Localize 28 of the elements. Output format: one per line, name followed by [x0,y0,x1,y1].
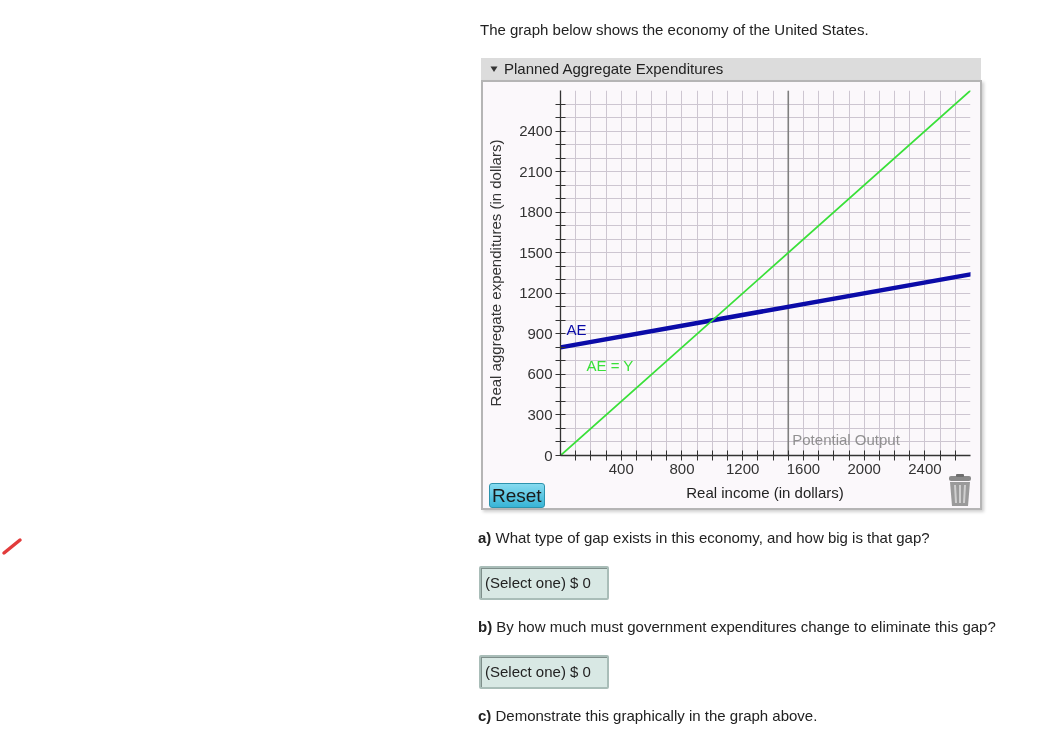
y-axis-title: Real aggregate expenditures (in dollars) [487,139,505,407]
y-tick-label: 1500 [519,243,553,261]
text: c) Demonstrate this graphically in the graph above. [478,706,818,726]
x-tick-label: 1600 [786,459,821,477]
y-tick-label: 300 [527,405,553,423]
text: (Select one) $ 0 [479,655,609,689]
ref-line-label: Potential Output [792,430,901,448]
series-label: AE [566,321,587,339]
text: b) By how much must government expenditures change to eliminate this gap? [478,617,996,637]
y-tick-label: 2400 [519,122,553,140]
y-tick-label: 0 [544,446,553,464]
x-tick-label: 2400 [908,459,942,477]
text: (Select one) $ 0 [479,566,609,600]
text: The graph below shows the economy of the United States. [479,20,869,40]
x-tick-label: 800 [669,459,695,477]
y-tick-label: 600 [527,365,553,383]
y-tick-label: 2100 [519,162,553,180]
text: Reset [489,483,545,508]
text: a) What type of gap exists in this economy, and how big is that gap? [478,528,930,548]
x-axis-title: Real income (in dollars) [685,483,845,501]
y-tick-label: 900 [527,324,553,342]
y-tick-label: 1200 [519,284,553,302]
y-tick-label: 1800 [519,203,553,221]
x-tick-label: 2000 [847,459,881,477]
x-tick-label: 400 [608,459,634,477]
series-label: AE = Y [586,356,634,374]
chart-title: Planned Aggregate Expenditures [504,59,724,80]
x-tick-label: 1200 [726,459,760,477]
